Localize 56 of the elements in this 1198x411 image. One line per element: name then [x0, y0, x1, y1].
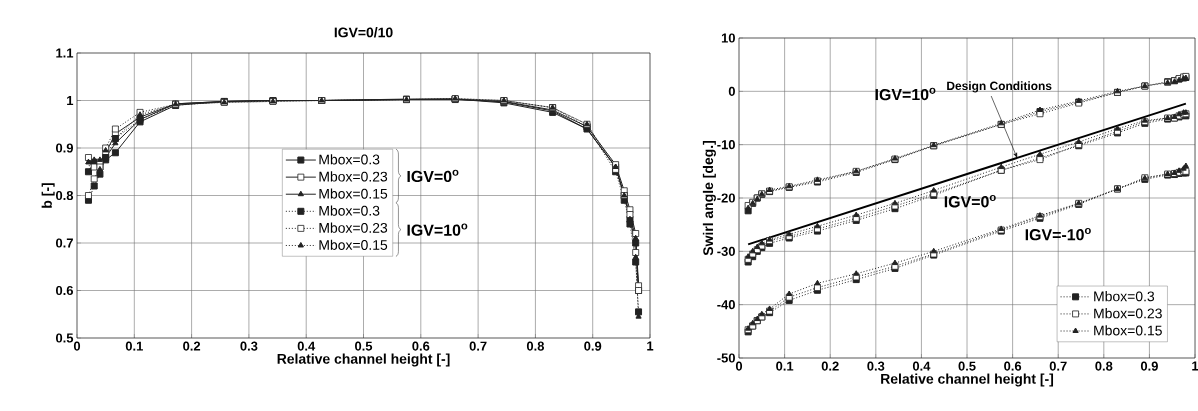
x-tick-label: 0.4 — [297, 341, 316, 351]
x-tick-label: 0.9 — [1140, 361, 1158, 371]
y-tick-label: 0.7 — [56, 238, 73, 248]
legend-label: Mbox=0.23 — [1094, 308, 1162, 319]
x-tick-label: 0.1 — [125, 341, 143, 351]
x-tick-label: 1 — [1192, 361, 1198, 371]
x-tick-label: 0 — [735, 361, 743, 371]
annotation: IGV=10$^{o}$ — [407, 223, 468, 236]
annotation: Design Conditions — [947, 81, 1052, 93]
x-tick-label: 0.7 — [469, 341, 487, 351]
y-tick-label: -30 — [717, 246, 735, 256]
legend-label: Mbox=0.3 — [1094, 291, 1155, 302]
legend-label: Mbox=0.3 — [319, 154, 380, 165]
annotation: IGV=0$^{o}$ — [944, 195, 996, 208]
x-tick-label: 0.3 — [867, 361, 885, 371]
x-axis-title: Relative channel height [-] — [881, 373, 1054, 387]
legend-label: Mbox=0.23 — [319, 171, 388, 182]
x-tick-label: 0.8 — [1095, 361, 1113, 371]
x-tick-label: 0.5 — [355, 341, 373, 351]
x-tick-label: 0.3 — [240, 341, 258, 351]
y-tick-label: 0 — [728, 86, 735, 96]
x-tick-label: 0.2 — [821, 361, 839, 371]
x-tick-label: 0.8 — [526, 341, 545, 351]
chart-title: IGV=0/10 — [334, 27, 393, 38]
y-tick-label: -40 — [717, 300, 735, 310]
legend-label: Mbox=0.15 — [1094, 325, 1162, 336]
x-tick-label: 1 — [647, 341, 654, 351]
y-tick-label: 0.5 — [56, 333, 74, 343]
annotation: IGV=10$^{o}$ — [875, 87, 936, 101]
x-tick-label: 0 — [73, 341, 81, 351]
legend-label: Mbox=0.15 — [319, 239, 388, 250]
y-tick-label: 10 — [721, 33, 735, 43]
y-tick-label: -10 — [717, 140, 735, 150]
y-tick-label: 0.9 — [56, 143, 73, 153]
x-tick-label: 0.9 — [584, 341, 602, 351]
x-tick-label: 0.5 — [958, 361, 976, 371]
x-tick-label: 0.7 — [1049, 361, 1067, 371]
annotation: IGV=-10$^{o}$ — [1025, 227, 1091, 241]
annotation: IGV=0$^{o}$ — [407, 169, 459, 183]
y-tick-label: 1 — [67, 96, 74, 105]
y-tick-label: 1.1 — [56, 48, 74, 58]
legend-label: Mbox=0.3 — [319, 205, 380, 216]
x-tick-label: 0.4 — [912, 361, 931, 371]
x-tick-label: 0.1 — [776, 361, 794, 371]
y-tick-label: 0.8 — [56, 190, 74, 201]
x-tick-label: 0.6 — [1004, 361, 1022, 371]
y-axis-title: Swirl angle [deg.] — [702, 141, 716, 256]
x-axis-title: Relative channel height [-] — [277, 353, 450, 367]
x-tick-label: 0.6 — [412, 341, 430, 351]
legend-label: Mbox=0.23 — [319, 222, 388, 233]
y-tick-label: -50 — [717, 353, 735, 363]
y-axis-title: b [-] — [41, 183, 55, 208]
x-tick-label: 0.2 — [183, 341, 201, 351]
y-tick-label: -20 — [717, 193, 735, 203]
legend-label: Mbox=0.15 — [319, 188, 388, 199]
y-tick-label: 0.6 — [56, 285, 74, 296]
